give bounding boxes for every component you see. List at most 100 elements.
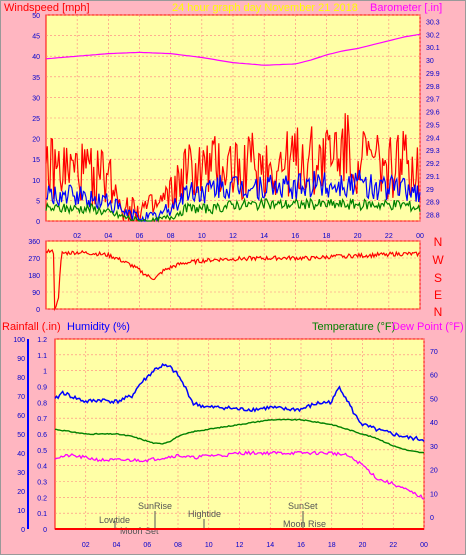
wind-x-tick-label: 16	[291, 233, 299, 240]
rainfall-tick-label: 0.8	[37, 400, 47, 407]
climate-x-tick-label: 08	[174, 542, 182, 549]
direction-y-tick-label: 180	[28, 273, 40, 280]
temperature-axis-title: Temperature (°F)	[312, 321, 395, 333]
barometer-y-tick-label: 30.3	[426, 19, 440, 26]
climate-series	[54, 363, 425, 530]
barometer-y-tick-label: 30.2	[426, 32, 440, 39]
barometer-y-tick-label: 30	[426, 58, 434, 65]
wind-y-tick-label: 15	[32, 157, 40, 164]
dewpoint-axis-title: Dew Point (°F)	[392, 321, 464, 333]
wind-x-tick-label: 04	[104, 233, 112, 240]
barometer-y-tick-label: 28.8	[426, 213, 440, 220]
temperature-tick-label: 30	[430, 444, 438, 451]
rainfall-tick-label: 1.2	[37, 337, 47, 344]
sunrise-label: SunRise	[138, 501, 172, 511]
wind-x-tick-label: 06	[136, 233, 144, 240]
compass-label-e: E	[434, 288, 442, 302]
rainfall-tick-label: 0.9	[37, 385, 47, 392]
humidity-tick-label: 60	[17, 413, 25, 420]
climate-x-tick-label: 00	[420, 542, 428, 549]
lowtide-label: Lowtide	[99, 515, 130, 525]
climate-x-tick-label: 06	[143, 542, 151, 549]
wind-y-tick-label: 0	[36, 219, 40, 226]
wind-y-tick-label: 35	[32, 75, 40, 82]
rainfall-tick-label: 0.5	[37, 448, 47, 455]
climate-x-tick-label: 16	[297, 542, 305, 549]
rainfall-tick-label: 1.1	[37, 353, 47, 360]
sunset-label: SunSet	[288, 501, 318, 511]
direction-y-tick-label: 90	[32, 290, 40, 297]
wind-x-tick-label: 12	[229, 233, 237, 240]
rainfall-tick-label: 0.1	[37, 511, 47, 518]
climate-x-tick-label: 14	[266, 542, 274, 549]
wind-series	[45, 33, 421, 223]
temperature-tick-label: 50	[430, 396, 438, 403]
temperature-tick-label: 20	[430, 468, 438, 475]
climate-x-tick-label: 10	[205, 542, 213, 549]
graph-date-title: 24 hour graph day November 21 2018	[172, 2, 358, 14]
wind-x-tick-label: 02	[73, 233, 81, 240]
climate-x-tick-label: 18	[328, 542, 336, 549]
barometer-y-tick-label: 28.9	[426, 200, 440, 207]
windspeed-axis-title: Windspeed [mph]	[4, 2, 90, 14]
wind-y-tick-label: 50	[32, 13, 40, 20]
humidity-axis-title: Humidity (%)	[67, 321, 130, 333]
compass-label-w: W	[432, 253, 444, 267]
barometer-y-axis-labels: 28.8 28.9 29 29.1 29.2 29.3 29.4 29.5 29.6 29.7 29…	[426, 19, 440, 219]
barometer-y-tick-label: 29.6	[426, 110, 440, 117]
barometer-y-tick-label: 29.1	[426, 174, 440, 181]
barometer-y-tick-label: 29.7	[426, 97, 440, 104]
wind-y-tick-label: 40	[32, 54, 40, 61]
direction-y-tick-label: 270	[28, 256, 40, 263]
humidity-tick-label: 0	[21, 527, 25, 534]
humidity-tick-label: 100	[13, 337, 25, 344]
climate-x-tick-label: 02	[82, 542, 90, 549]
barometer-line	[45, 33, 421, 66]
average-wind-line	[45, 170, 421, 223]
barometer-axis-title: Barometer [.in]	[370, 2, 442, 14]
humidity-tick-label: 80	[17, 375, 25, 382]
wind-x-tick-label: 22	[385, 233, 393, 240]
humidity-line	[54, 363, 425, 442]
humidity-tick-label: 50	[17, 432, 25, 439]
direction-series	[45, 248, 420, 312]
climate-x-tick-label: 20	[359, 542, 367, 549]
humidity-tick-label: 10	[17, 508, 25, 515]
wind-x-tick-label: 10	[198, 233, 206, 240]
direction-plot-grid	[46, 240, 421, 310]
humidity-tick-label: 20	[17, 489, 25, 496]
barometer-y-tick-label: 29.4	[426, 135, 440, 142]
windspeed-line	[45, 113, 421, 222]
dewpoint-line	[54, 450, 425, 500]
climate-x-tick-label: 22	[389, 542, 397, 549]
wind-x-tick-label: 18	[323, 233, 331, 240]
climate-x-tick-label: 04	[113, 542, 121, 549]
rainfall-tick-label: 0	[43, 527, 47, 534]
barometer-y-tick-label: 29.2	[426, 161, 440, 168]
wind-y-tick-label: 45	[32, 34, 40, 41]
wind-x-tick-label: 14	[260, 233, 268, 240]
temperature-tick-label: 70	[430, 349, 438, 356]
wind-y-tick-label: 25	[32, 116, 40, 123]
temperature-tick-label: 40	[430, 420, 438, 427]
wind-x-axis-labels: 02 04 06 08 10 12 14 16 18 20 22 00	[73, 233, 424, 240]
wind-x-tick-label: 20	[354, 233, 362, 240]
wind-y-axis-labels: 0 5 10 15 20 25 30 35 40 45 50	[32, 13, 40, 226]
barometer-y-tick-label: 29.3	[426, 148, 440, 155]
compass-label-n: N	[434, 235, 443, 249]
temperature-tick-label: 10	[430, 491, 438, 498]
rainfall-tick-label: 0.7	[37, 416, 47, 423]
rainfall-tick-label: 1	[43, 369, 47, 376]
humidity-tick-label: 90	[17, 356, 25, 363]
temperature-tick-label: 0	[430, 515, 434, 522]
humidity-tick-label: 70	[17, 394, 25, 401]
rainfall-tick-label: 0.2	[37, 495, 47, 502]
wind-x-tick-label: 00	[416, 233, 424, 240]
moonrise-label: Moon Rise	[283, 519, 326, 529]
wind-direction-line	[45, 248, 420, 312]
humidity-tick-label: 30	[17, 470, 25, 477]
barometer-y-tick-label: 29.5	[426, 122, 440, 129]
hightide-label: Hightide	[188, 509, 221, 519]
